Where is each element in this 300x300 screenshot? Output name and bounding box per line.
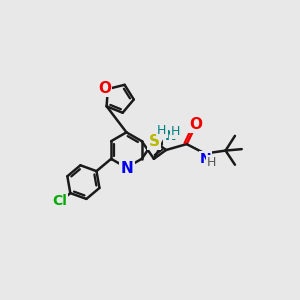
Text: N: N (164, 129, 176, 143)
Text: H: H (171, 125, 180, 138)
Text: Cl: Cl (52, 194, 67, 208)
Text: H: H (157, 124, 167, 137)
Text: O: O (98, 81, 111, 96)
Text: N: N (200, 152, 211, 166)
Text: N: N (121, 161, 134, 176)
Text: S: S (148, 134, 159, 149)
Text: O: O (190, 117, 202, 132)
Text: H: H (207, 157, 216, 169)
